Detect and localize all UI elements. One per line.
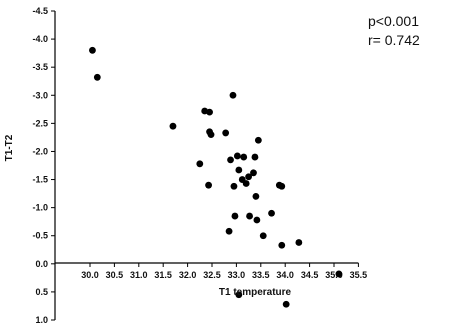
data-point — [196, 160, 204, 168]
x-tick-label: 30.5 — [106, 270, 124, 280]
axes: -4.5 -4.0 -3.5 -3.0 -2.5 -2.0 -1.5 -1.0 -0.5 0.0 0… — [32, 6, 367, 325]
data-point — [259, 232, 267, 240]
y-tick-label: -3.5 — [32, 62, 48, 72]
y-tick-label: -1.0 — [32, 203, 48, 213]
data-point — [240, 153, 248, 161]
data-point — [335, 270, 343, 278]
data-point — [268, 209, 275, 217]
x-tick-label: 33.5 — [252, 270, 270, 280]
data-point — [252, 193, 260, 200]
y-tick-label: -3.0 — [32, 90, 48, 100]
x-tick-label: 34.5 — [301, 270, 319, 280]
y-tick-label: 0.5 — [35, 287, 48, 297]
y-tick-label: -2.5 — [32, 118, 48, 128]
x-tick-label: 31.0 — [130, 270, 148, 280]
data-point — [235, 291, 243, 299]
data-point — [242, 180, 250, 187]
data-point — [250, 169, 257, 177]
data-point — [225, 227, 233, 235]
y-tick-label: 1.0 — [35, 315, 48, 325]
data-point — [295, 239, 303, 246]
data-point — [222, 129, 230, 137]
x-tick-label: 30.0 — [81, 270, 99, 280]
data-point — [207, 131, 215, 139]
r-value-annotation: r= 0.742 — [368, 32, 420, 48]
x-tick-label: 32.0 — [179, 270, 197, 280]
y-tick-label: -0.5 — [32, 231, 48, 241]
p-value-annotation: p<0.001 — [368, 13, 419, 29]
y-tick-label: -4.5 — [32, 6, 48, 16]
x-tick-label: 35.0 — [325, 270, 343, 280]
data-point — [253, 216, 261, 224]
y-axis-title: T1-T2 — [4, 134, 15, 161]
x-tick-label: 33.0 — [228, 270, 246, 280]
y-tick-label: 0.0 — [35, 259, 48, 269]
data-point — [169, 122, 177, 130]
data-point — [235, 166, 243, 174]
data-point — [227, 156, 234, 164]
x-tick-label: 32.5 — [203, 270, 221, 280]
data-point — [233, 152, 241, 160]
data-point — [254, 136, 262, 144]
data-point — [282, 300, 290, 308]
data-point — [231, 212, 239, 220]
data-point — [278, 182, 286, 190]
y-tick-label: -2.0 — [32, 146, 48, 156]
x-tick-label: 35.5 — [350, 270, 368, 280]
data-point — [229, 91, 237, 99]
data-point — [251, 153, 259, 161]
x-tick-label: 34.0 — [276, 270, 294, 280]
data-point — [89, 46, 96, 54]
x-tick-label: 31.5 — [154, 270, 172, 280]
data-point — [93, 73, 101, 81]
data-point — [245, 173, 253, 181]
y-tick-label: -4.0 — [32, 34, 48, 44]
data-point — [205, 181, 212, 189]
y-tick-label: -1.5 — [32, 175, 48, 185]
data-point — [230, 182, 238, 190]
data-point — [206, 108, 213, 116]
data-point — [278, 241, 286, 249]
x-axis-title: T1 temperature — [219, 287, 292, 298]
data-points — [89, 46, 343, 308]
data-point — [246, 212, 253, 220]
